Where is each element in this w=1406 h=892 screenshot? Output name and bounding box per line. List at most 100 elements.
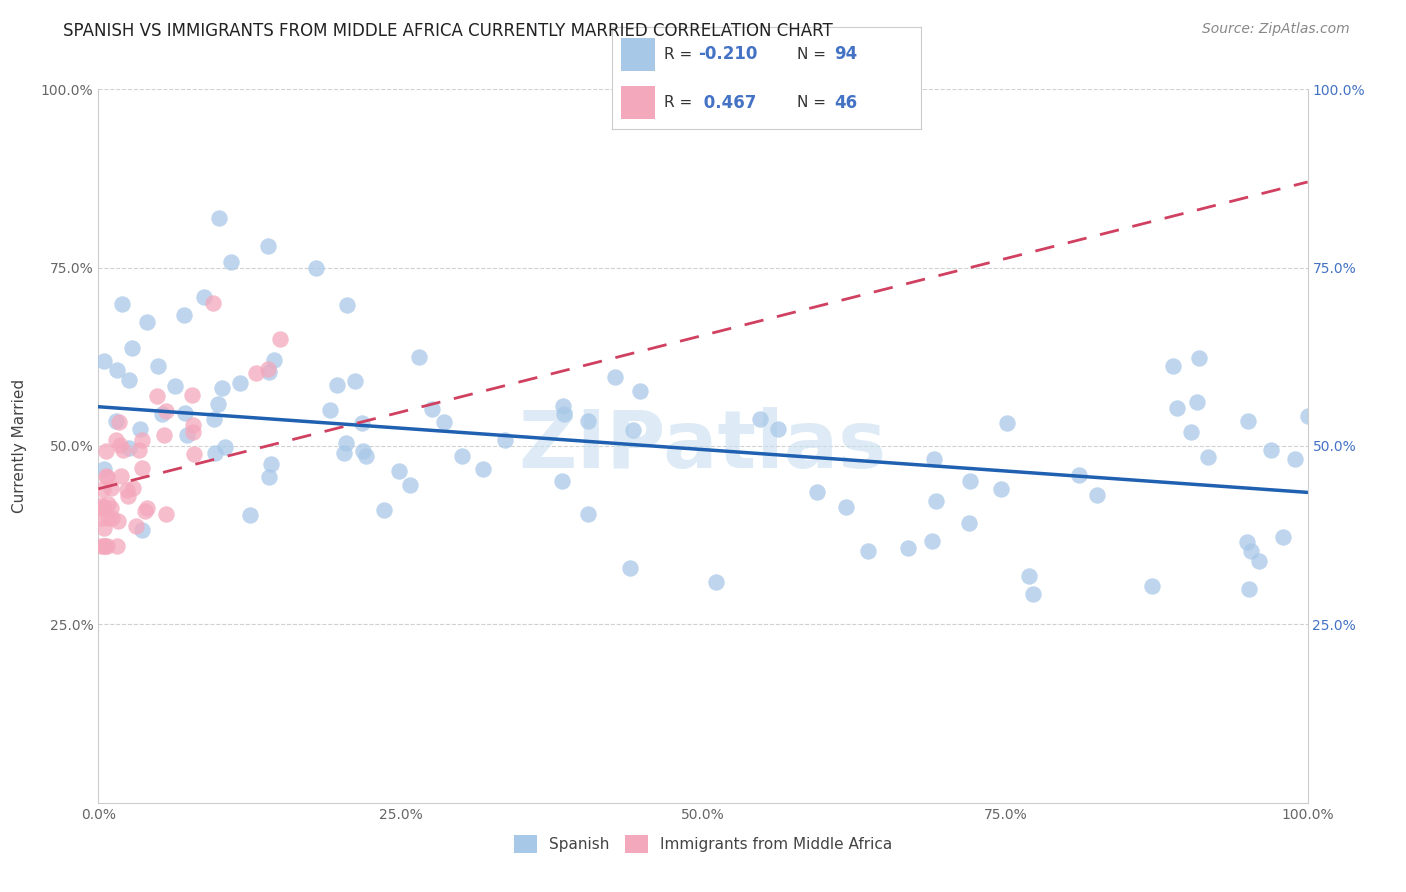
Point bbox=[922, 452, 945, 467]
Point bbox=[115, 483, 138, 497]
Point bbox=[576, 414, 599, 428]
Point bbox=[94, 539, 117, 553]
Point bbox=[100, 481, 122, 495]
Point bbox=[173, 309, 195, 323]
Point bbox=[420, 402, 443, 417]
Point bbox=[333, 445, 356, 459]
Point bbox=[1197, 450, 1219, 464]
Point bbox=[433, 415, 456, 429]
Point bbox=[1180, 425, 1202, 439]
Point bbox=[1236, 535, 1258, 549]
Point bbox=[326, 377, 349, 392]
Text: Source: ZipAtlas.com: Source: ZipAtlas.com bbox=[1202, 22, 1350, 37]
Point bbox=[239, 508, 262, 522]
Legend: Spanish, Immigrants from Middle Africa: Spanish, Immigrants from Middle Africa bbox=[508, 829, 898, 859]
Point bbox=[202, 296, 225, 310]
Point bbox=[957, 516, 980, 531]
Point bbox=[305, 260, 328, 275]
Point bbox=[90, 539, 112, 553]
Point bbox=[155, 507, 177, 521]
Text: R =: R = bbox=[664, 95, 697, 111]
Point bbox=[806, 484, 828, 499]
Point bbox=[90, 498, 112, 512]
Point bbox=[1087, 488, 1109, 502]
Point bbox=[211, 381, 233, 395]
Point bbox=[576, 507, 599, 521]
Point bbox=[91, 511, 114, 525]
Point bbox=[335, 436, 357, 450]
Text: N =: N = bbox=[797, 95, 831, 111]
Text: N =: N = bbox=[797, 47, 831, 62]
Point bbox=[146, 389, 169, 403]
Point bbox=[269, 332, 291, 346]
Point bbox=[257, 365, 280, 379]
Point bbox=[128, 422, 150, 436]
Text: 94: 94 bbox=[834, 45, 858, 63]
Point bbox=[105, 433, 128, 447]
Point bbox=[1249, 554, 1271, 568]
Point bbox=[181, 388, 204, 402]
Point bbox=[256, 362, 278, 376]
Point bbox=[146, 359, 169, 373]
Bar bbox=[621, 38, 655, 70]
Point bbox=[101, 510, 124, 524]
Point bbox=[450, 450, 472, 464]
Point bbox=[1240, 543, 1263, 558]
Point bbox=[104, 413, 127, 427]
Point bbox=[134, 504, 156, 518]
Point bbox=[229, 376, 252, 390]
Point bbox=[1237, 582, 1260, 596]
Point bbox=[93, 482, 115, 496]
Point bbox=[202, 412, 225, 426]
Point bbox=[136, 315, 159, 329]
Point bbox=[173, 406, 195, 420]
Point bbox=[97, 510, 120, 524]
Point bbox=[856, 544, 879, 558]
Point bbox=[766, 422, 789, 436]
Point bbox=[472, 461, 495, 475]
Text: R =: R = bbox=[664, 47, 697, 62]
Point bbox=[1142, 579, 1164, 593]
Point bbox=[94, 444, 117, 458]
Point bbox=[108, 438, 131, 452]
Point bbox=[221, 255, 243, 269]
Point bbox=[257, 469, 280, 483]
Point bbox=[1166, 401, 1188, 416]
Point bbox=[245, 366, 267, 380]
Point bbox=[93, 539, 115, 553]
Point bbox=[494, 433, 516, 447]
Point bbox=[150, 407, 173, 421]
Point bbox=[921, 534, 943, 549]
Point bbox=[128, 443, 150, 458]
Point bbox=[155, 403, 177, 417]
Point bbox=[319, 403, 342, 417]
Point bbox=[1237, 414, 1260, 428]
Point bbox=[959, 474, 981, 488]
Y-axis label: Currently Married: Currently Married bbox=[13, 379, 27, 513]
Point bbox=[121, 341, 143, 355]
Point bbox=[105, 539, 128, 553]
Text: ZIPatlas: ZIPatlas bbox=[519, 407, 887, 485]
Point bbox=[621, 423, 644, 437]
Point bbox=[619, 561, 641, 575]
Point bbox=[748, 412, 770, 426]
Point bbox=[125, 518, 148, 533]
Point bbox=[1018, 569, 1040, 583]
Point bbox=[135, 501, 157, 516]
Point bbox=[399, 478, 422, 492]
Point bbox=[93, 354, 115, 368]
Text: 0.467: 0.467 bbox=[699, 94, 756, 112]
Point bbox=[176, 428, 198, 442]
Point bbox=[897, 541, 920, 555]
Point bbox=[1284, 451, 1306, 466]
Point bbox=[152, 427, 174, 442]
Point bbox=[181, 425, 204, 439]
Point bbox=[835, 500, 858, 515]
Point bbox=[214, 440, 236, 454]
Point bbox=[207, 397, 229, 411]
Point bbox=[131, 433, 153, 447]
Point bbox=[995, 416, 1018, 430]
Point bbox=[122, 481, 145, 495]
Text: SPANISH VS IMMIGRANTS FROM MIDDLE AFRICA CURRENTLY MARRIED CORRELATION CHART: SPANISH VS IMMIGRANTS FROM MIDDLE AFRICA… bbox=[63, 22, 832, 40]
Point bbox=[131, 461, 153, 475]
